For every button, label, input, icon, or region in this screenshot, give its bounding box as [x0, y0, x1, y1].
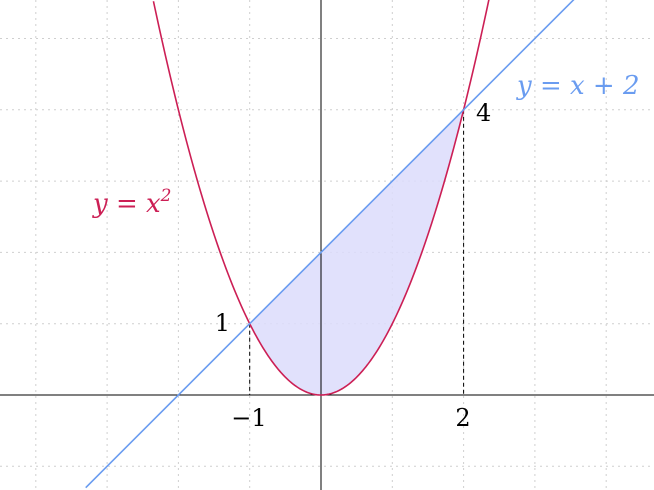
- x-tick-label-neg1: −1: [231, 404, 266, 432]
- y-tick-label-1: 1: [215, 309, 230, 337]
- parabola-curve: [152, 0, 490, 396]
- curves: [85, 0, 575, 489]
- x-tick-label-2: 2: [455, 404, 470, 432]
- line-label: y = x + 2: [516, 71, 640, 101]
- labels: y = x2 y = x + 2 −1 2 1 4: [92, 71, 640, 432]
- intersection-guides: [249, 109, 465, 395]
- parabola-label: y = x2: [92, 186, 172, 219]
- y-tick-label-4: 4: [476, 99, 491, 127]
- line-curve: [85, 0, 575, 489]
- shaded-region: [249, 109, 464, 395]
